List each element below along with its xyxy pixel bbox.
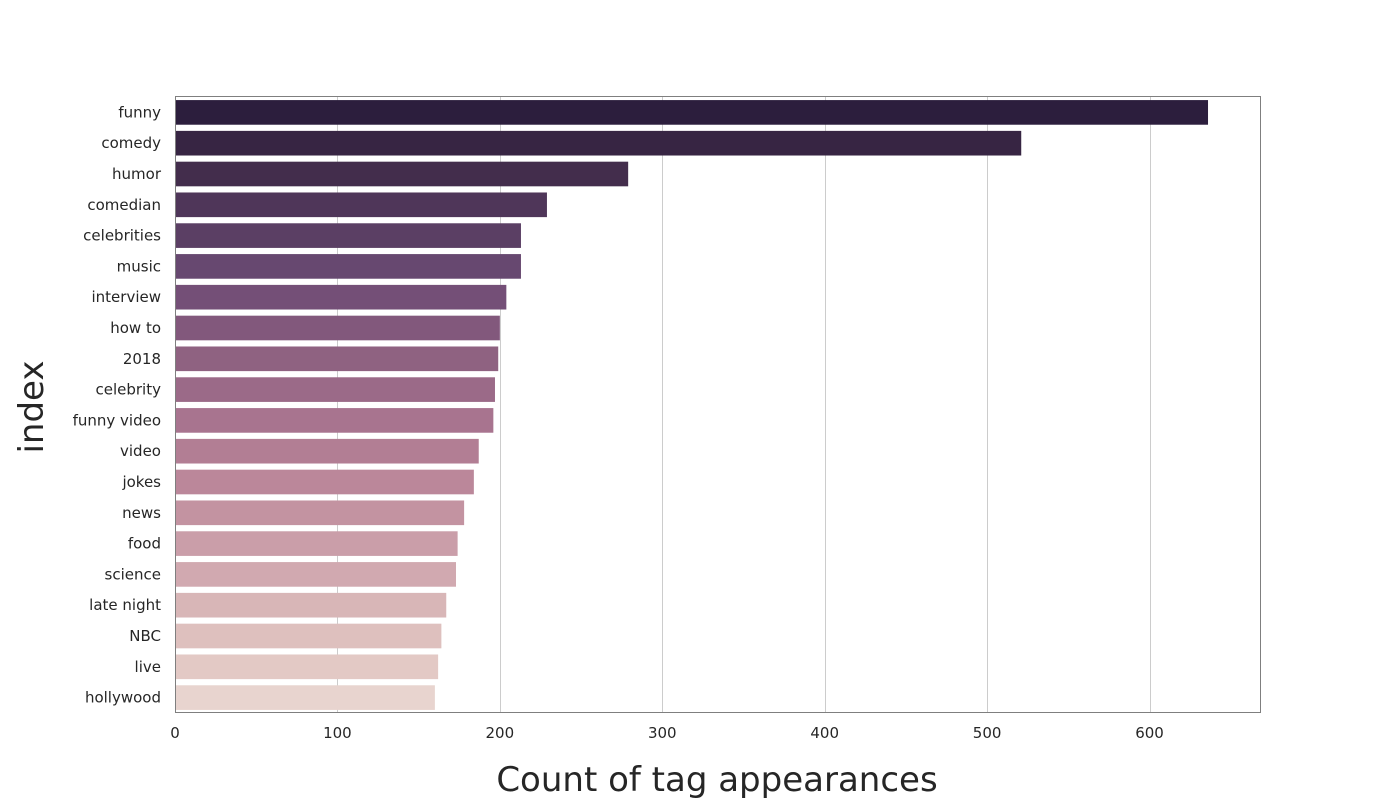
x-tick-labels: 0 100 200 300 400 500 600 [170,724,1164,742]
bar-music [175,254,521,279]
plot-frame [175,96,1261,713]
bar-celebrity [175,377,495,402]
bar-2018 [175,346,499,372]
bar-late-night [175,592,447,618]
x-tick-label: 300 [648,724,677,742]
y-tick-label: food [128,535,161,553]
y-tick-label: live [135,658,161,676]
x-tick-label: 200 [486,724,515,742]
y-tick-label: humor [112,165,162,183]
bar-science [175,562,456,587]
bar-food [175,531,458,556]
bar-hollywood [175,685,435,710]
y-tick-label: celebrities [83,227,161,245]
bar-how-to [175,315,500,341]
y-tick-label: funny [118,103,161,121]
bar-funny-video [175,408,494,433]
bar-news [175,500,465,526]
bar-interview [175,284,507,310]
y-tick-label: news [122,504,161,522]
x-axis-title: Count of tag appearances [496,760,937,800]
bar-nbc [175,623,442,649]
bar-funny [175,100,1209,125]
gridlines [175,97,1151,713]
y-tick-labels: funny comedy humor comedian celebrities music… [73,103,162,706]
x-tick-label: 600 [1135,724,1164,742]
bar-comedy [175,130,1022,156]
y-tick-label: music [117,257,161,275]
bar-celebrities [175,223,521,248]
y-tick-label: jokes [121,473,161,491]
y-tick-label: celebrity [96,381,162,399]
y-tick-label: NBC [129,627,161,645]
bar-jokes [175,469,474,495]
y-tick-label: comedian [87,196,161,214]
bar-humor [175,161,629,187]
y-axis-title: index [12,360,52,453]
bar-live [175,654,439,680]
y-tick-label: 2018 [123,350,161,368]
y-tick-label: interview [92,288,162,306]
x-tick-label: 0 [170,724,180,742]
x-tick-label: 100 [323,724,352,742]
bars [175,100,1209,710]
bar-comedian [175,192,547,218]
y-tick-label: comedy [101,134,161,152]
x-tick-label: 500 [973,724,1002,742]
y-tick-label: science [105,565,161,583]
y-tick-label: late night [89,596,161,614]
y-tick-label: video [120,442,161,460]
y-tick-label: hollywood [85,689,161,707]
y-tick-label: funny video [73,411,161,429]
bar-video [175,438,479,464]
x-tick-label: 400 [810,724,839,742]
y-tick-label: how to [110,319,161,337]
